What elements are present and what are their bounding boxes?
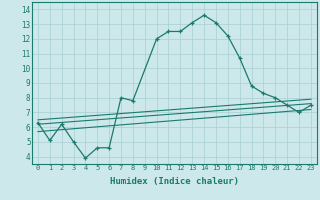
X-axis label: Humidex (Indice chaleur): Humidex (Indice chaleur) xyxy=(110,177,239,186)
